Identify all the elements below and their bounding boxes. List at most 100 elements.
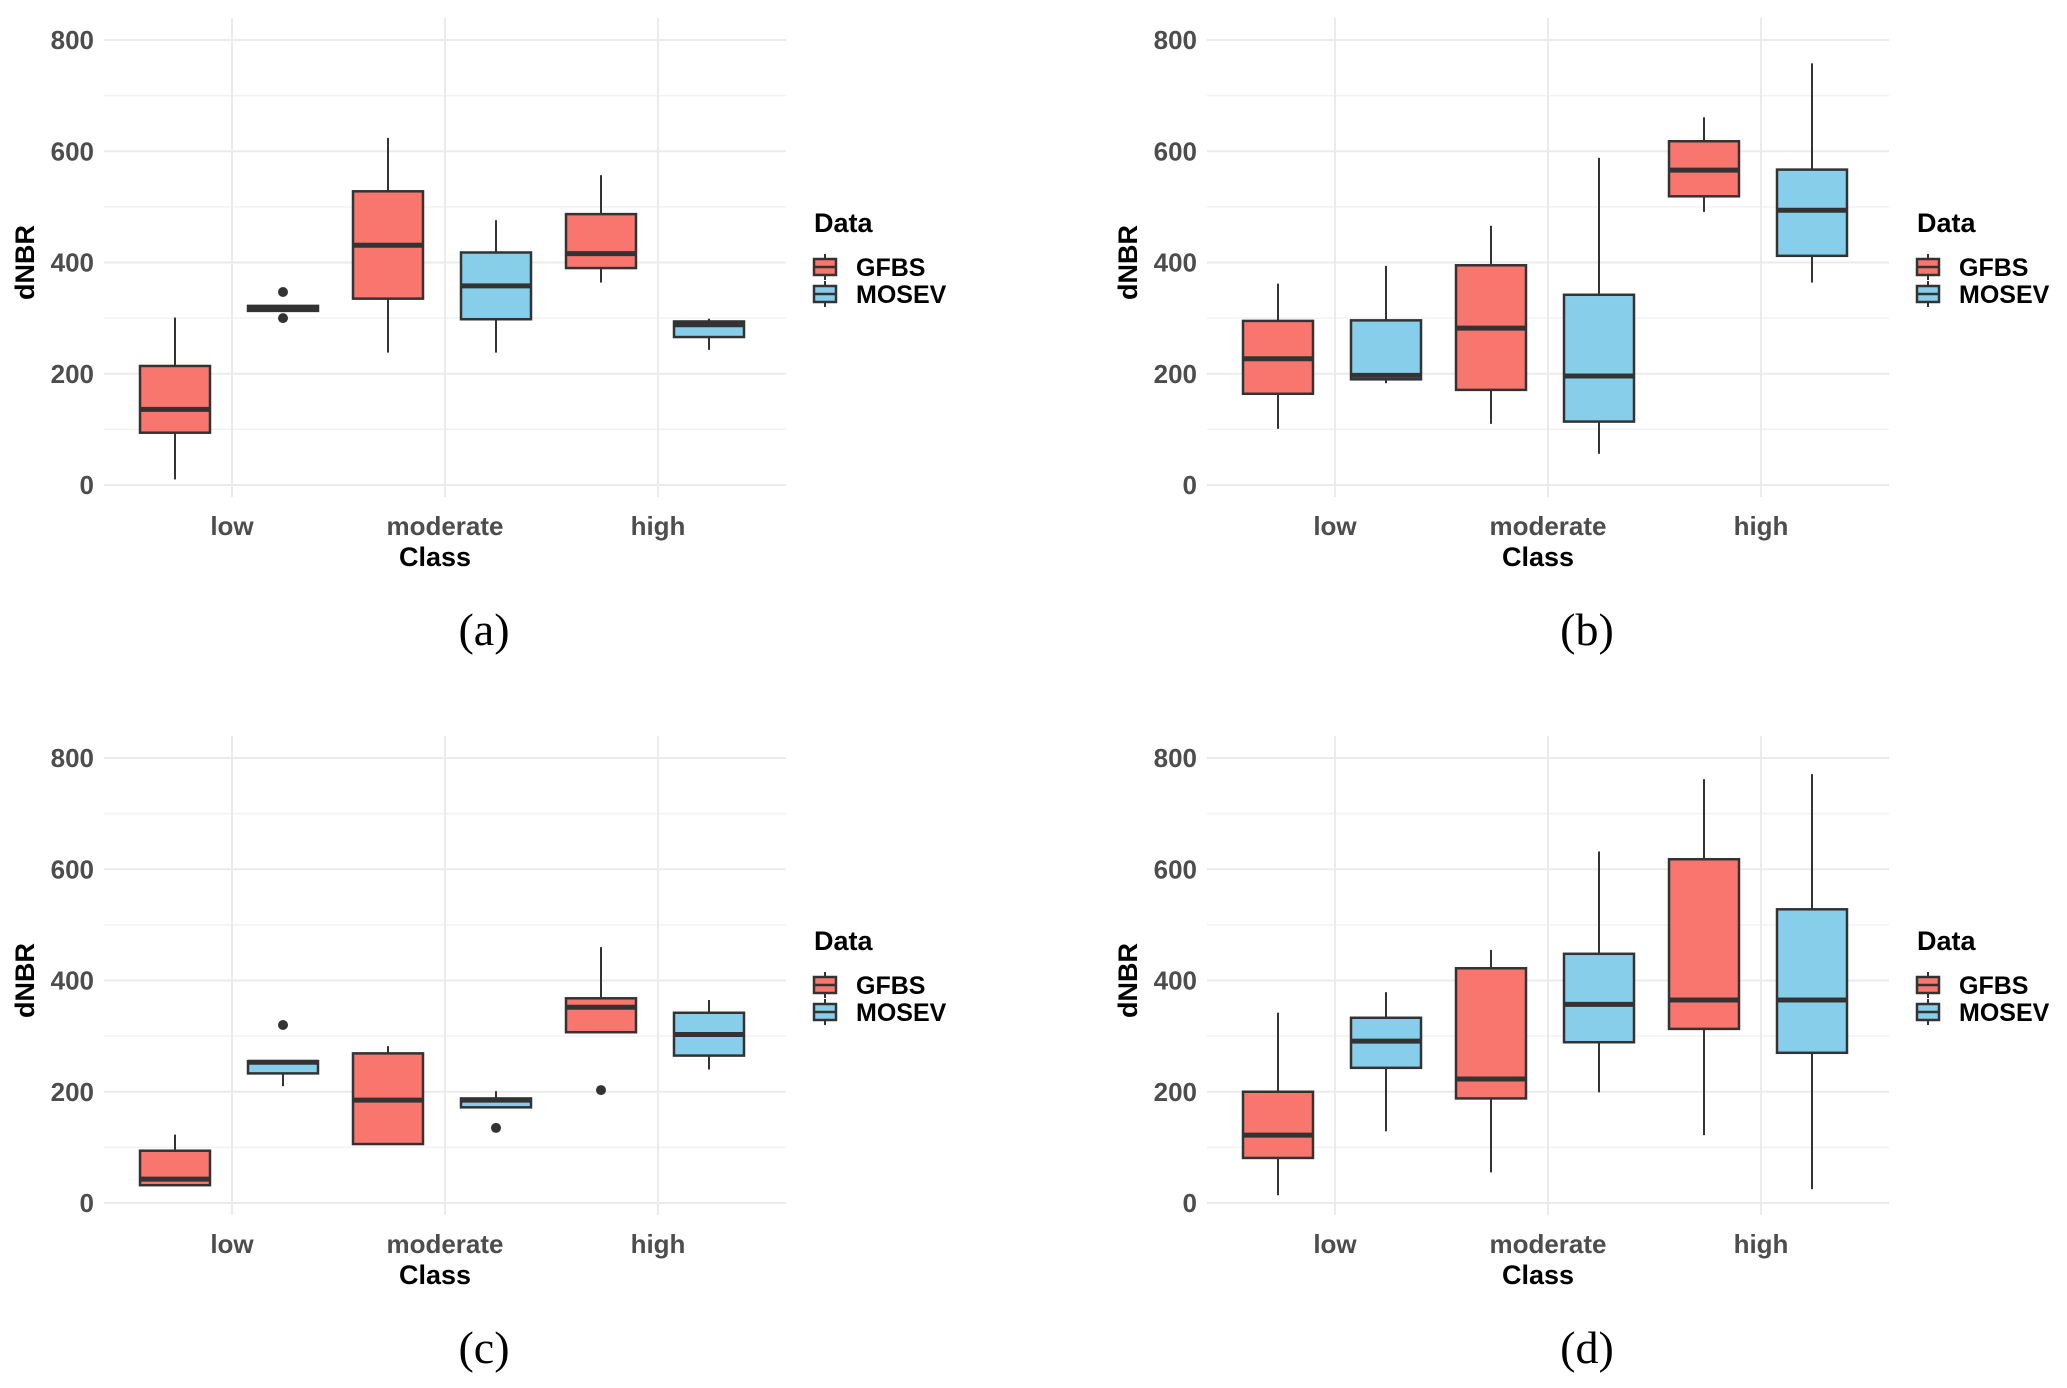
outlier-point <box>278 286 288 297</box>
box-mosev-moderate <box>459 220 533 353</box>
y-tick-label: 400 <box>1154 966 1197 996</box>
x-tick-label: low <box>210 1229 254 1259</box>
y-tick-label: 200 <box>1154 359 1197 389</box>
x-tick-label: high <box>1734 1229 1789 1259</box>
legend-key-mosev: MOSEV <box>812 999 947 1027</box>
legend-label-gfbs: GFBS <box>1959 254 2028 282</box>
legend-label-mosev: MOSEV <box>1959 999 2050 1027</box>
x-tick-label: high <box>631 511 686 541</box>
box-gfbs-low <box>138 317 212 480</box>
x-tick-label: low <box>210 511 254 541</box>
box-gfbs-high <box>564 175 638 283</box>
legend-label-mosev: MOSEV <box>856 281 947 309</box>
y-tick-label: 400 <box>1154 248 1197 278</box>
y-tick-label: 200 <box>51 1077 94 1107</box>
y-tick-label: 400 <box>51 966 94 996</box>
legend-title: Data <box>1917 926 1977 956</box>
iqr-box <box>138 364 212 434</box>
panel-caption: (a) <box>458 604 509 655</box>
x-tick-label: high <box>1734 511 1789 541</box>
x-tick-label: moderate <box>1489 1229 1606 1259</box>
y-tick-label: 0 <box>1183 1188 1197 1218</box>
box-mosev-moderate <box>1562 851 1636 1093</box>
x-axis-title: Class <box>1502 542 1574 572</box>
iqr-box <box>564 997 638 1034</box>
legend-key-mosev: MOSEV <box>812 281 947 309</box>
y-axis-title: dNBR <box>1113 943 1143 1018</box>
panel-caption: (b) <box>1560 604 1614 655</box>
x-tick-label: high <box>631 1229 686 1259</box>
y-tick-label: 600 <box>1154 136 1197 166</box>
y-tick-label: 600 <box>1154 854 1197 884</box>
box-mosev-high <box>672 999 746 1070</box>
outlier-point <box>491 1122 501 1133</box>
outlier-point <box>278 313 288 324</box>
legend-label-gfbs: GFBS <box>856 254 925 282</box>
legend-label-gfbs: GFBS <box>856 972 925 1000</box>
box-mosev-low <box>1349 265 1423 384</box>
panel-caption: (c) <box>458 1322 509 1373</box>
box-gfbs-low <box>1241 283 1315 429</box>
y-tick-label: 0 <box>80 470 94 500</box>
iqr-box <box>564 212 638 270</box>
y-tick-label: 600 <box>51 854 94 884</box>
y-tick-label: 400 <box>51 248 94 278</box>
box-gfbs-high <box>1667 117 1741 212</box>
iqr-box <box>1349 319 1423 381</box>
panel-caption: (d) <box>1560 1322 1614 1373</box>
y-tick-label: 0 <box>80 1188 94 1218</box>
legend-key-mosev: MOSEV <box>1915 281 2050 309</box>
box-gfbs-moderate <box>351 1046 425 1146</box>
box-gfbs-low <box>1241 1012 1315 1196</box>
legend-key-gfbs: GFBS <box>1915 972 2028 1000</box>
y-tick-label: 0 <box>1183 470 1197 500</box>
y-tick-label: 800 <box>1154 743 1197 773</box>
box-gfbs-moderate <box>351 137 425 353</box>
panel-a: 0 200 400 600 800 low moderate high Class dNBR Dat… <box>10 18 947 655</box>
legend-label-mosev: MOSEV <box>1959 281 2050 309</box>
outlier-point <box>278 1020 288 1030</box>
box-mosev-moderate <box>1562 157 1636 454</box>
legend-key-gfbs: GFBS <box>812 254 925 282</box>
panel-c: 0 200 400 600 800 low moderate high Class dNBR Dat… <box>10 736 947 1373</box>
y-axis-title: dNBR <box>1113 225 1143 300</box>
legend-key-gfbs: GFBS <box>812 972 925 1000</box>
y-tick-label: 200 <box>51 359 94 389</box>
panel-b: 0 200 400 600 800 low moderate high Class dNBR Dat… <box>1113 18 2050 655</box>
legend-label-gfbs: GFBS <box>1959 972 2028 1000</box>
outlier-point <box>596 1085 606 1096</box>
box-mosev-high <box>1775 63 1849 283</box>
iqr-box <box>1775 908 1849 1055</box>
y-tick-label: 200 <box>1154 1077 1197 1107</box>
y-tick-label: 800 <box>1154 25 1197 55</box>
legend-key-gfbs: GFBS <box>1915 254 2028 282</box>
legend-title: Data <box>1917 208 1977 238</box>
box-gfbs-moderate <box>1454 949 1528 1173</box>
x-axis-title: Class <box>399 542 471 572</box>
box-mosev-moderate <box>459 1091 533 1133</box>
iqr-box <box>1667 857 1741 1031</box>
x-axis-title: Class <box>399 1260 471 1290</box>
legend-label-mosev: MOSEV <box>856 999 947 1027</box>
legend-key-mosev: MOSEV <box>1915 999 2050 1027</box>
iqr-box <box>1562 293 1636 423</box>
x-tick-label: moderate <box>386 511 503 541</box>
panel-d: 0 200 400 600 800 low moderate high Class dNBR Dat… <box>1113 736 2050 1373</box>
box-mosev-low <box>1349 992 1423 1132</box>
y-axis-title: dNBR <box>10 943 40 1018</box>
x-axis-title: Class <box>1502 1260 1574 1290</box>
box-mosev-low <box>246 286 320 324</box>
box-gfbs-high <box>1667 779 1741 1136</box>
iqr-box <box>1241 1090 1315 1160</box>
x-tick-label: moderate <box>1489 511 1606 541</box>
legend-title: Data <box>814 926 874 956</box>
box-gfbs-low <box>138 1134 212 1187</box>
y-axis-title: dNBR <box>10 225 40 300</box>
box-mosev-high <box>672 318 746 350</box>
iqr-box <box>1775 168 1849 258</box>
